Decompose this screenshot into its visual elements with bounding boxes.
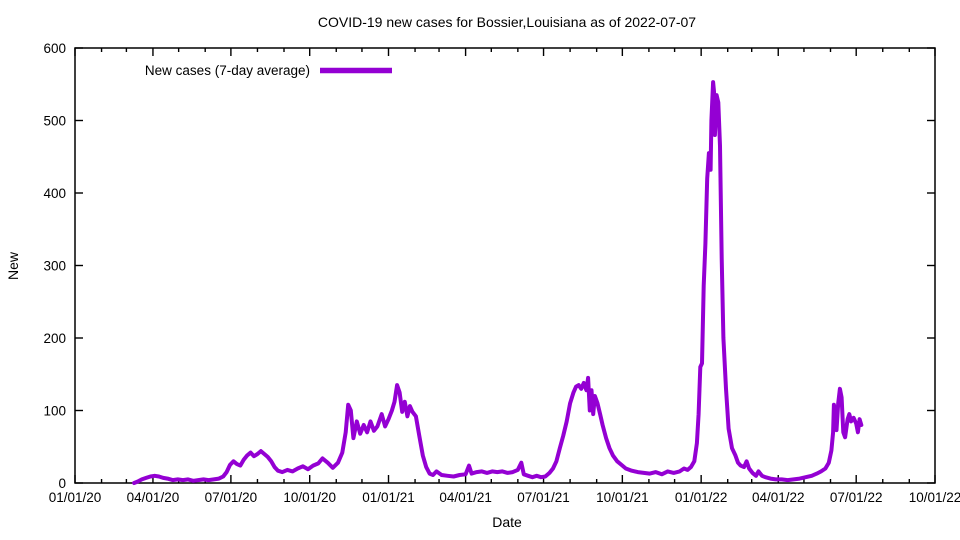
plot-border	[74, 47, 936, 484]
legend: New cases (7-day average)	[145, 63, 392, 78]
tick-labels: 01/01/20 04/01/20 07/01/20 10/01/20 01/01/21…	[43, 41, 960, 505]
chart-title: COVID-19 new cases for Bossier,Louisiana…	[318, 14, 696, 30]
x-axis-label: Date	[492, 514, 522, 530]
y-tick-label: 0	[58, 476, 66, 491]
x-tick-label: 01/01/21	[362, 490, 415, 505]
y-tick-label: 400	[43, 186, 66, 201]
x-tick-label: 04/01/22	[752, 490, 805, 505]
x-tick-label: 04/01/20	[127, 490, 180, 505]
y-tick-label: 500	[43, 114, 66, 129]
x-tick-label: 10/01/20	[283, 490, 336, 505]
x-tick-label: 07/01/20	[205, 490, 258, 505]
x-tick-label: 04/01/21	[439, 490, 492, 505]
x-tick-label: 10/01/21	[596, 490, 649, 505]
y-tick-label: 200	[43, 331, 66, 346]
axis-ticks	[74, 47, 936, 484]
new-cases-line	[132, 80, 864, 485]
x-tick-label: 01/01/22	[675, 490, 728, 505]
x-tick-label: 07/01/21	[517, 490, 570, 505]
y-tick-label: 300	[43, 259, 66, 274]
x-tick-label: 07/01/22	[830, 490, 883, 505]
y-axis-label: New	[5, 251, 21, 280]
legend-label: New cases (7-day average)	[145, 63, 310, 78]
y-tick-label: 100	[43, 404, 66, 419]
y-tick-label: 600	[43, 41, 66, 56]
x-tick-label: 01/01/20	[49, 490, 102, 505]
x-tick-label: 10/01/22	[909, 490, 960, 505]
series-line-group	[132, 80, 864, 485]
